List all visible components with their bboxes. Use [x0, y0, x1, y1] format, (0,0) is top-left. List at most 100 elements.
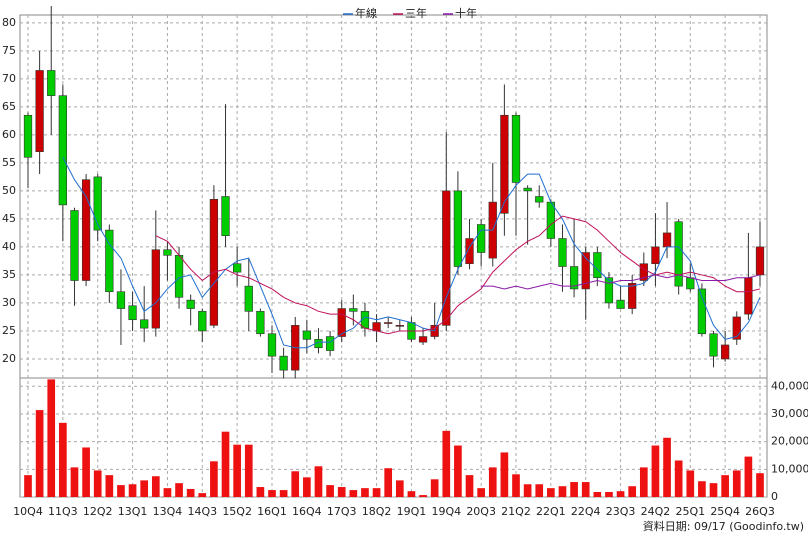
footer: 資料日期: 09/17 (Goodinfo.tw)	[643, 519, 804, 533]
x-tick-label: 25Q1	[675, 505, 705, 518]
candle-body	[58, 95, 67, 206]
x-tick-label: 15Q2	[222, 505, 252, 518]
candle-body	[140, 319, 149, 329]
x-tick-label: 22Q1	[536, 505, 566, 518]
y-tick-label: 20	[2, 352, 16, 365]
candle-body	[163, 249, 172, 256]
volume-bar	[512, 474, 520, 497]
y-tick-label: 70	[2, 72, 16, 85]
volume-bar	[756, 473, 764, 497]
volume-bar	[59, 422, 67, 497]
candle-body	[744, 277, 753, 315]
y-tick-label: 45	[2, 212, 16, 225]
candle-body	[302, 330, 311, 340]
volume-bar	[442, 430, 451, 497]
candle-body	[442, 190, 451, 326]
volume-bar	[175, 483, 183, 497]
candle-body	[535, 196, 544, 203]
volume-bar	[233, 444, 241, 497]
candle-body	[337, 308, 346, 337]
candle-body	[244, 285, 253, 312]
volume-bar	[93, 470, 102, 497]
x-tick-label: 26Q3	[745, 505, 775, 518]
volume-bar	[314, 466, 323, 497]
x-tick-label: 11Q3	[48, 505, 78, 518]
volume-bar	[430, 479, 439, 497]
candle-body	[558, 238, 567, 267]
volume-bar	[24, 475, 32, 497]
volume-tick-label: 40,000	[771, 379, 808, 392]
volume-bar	[500, 452, 509, 497]
volume-bar	[279, 490, 288, 497]
x-tick-label: 13Q4	[153, 505, 183, 518]
candle-body	[523, 187, 532, 192]
volume-bar	[593, 492, 602, 497]
volume-bar	[709, 483, 718, 497]
plot-frame	[19, 14, 768, 498]
candle-body	[35, 70, 44, 152]
volume-bar	[628, 486, 637, 497]
volume-bar	[186, 488, 195, 497]
legend-label: 年線	[355, 6, 377, 20]
volume-bar	[535, 484, 544, 497]
candle-body	[47, 70, 56, 96]
volume-bar	[151, 476, 160, 497]
volume-bar	[570, 482, 578, 497]
volume-bar	[721, 475, 729, 497]
candle-body	[209, 199, 219, 326]
candle-body	[279, 355, 288, 371]
y-tick-label: 60	[2, 128, 16, 141]
y-tick-label: 25	[2, 324, 16, 337]
x-tick-label: 16Q4	[292, 505, 322, 518]
candle-body	[349, 308, 358, 312]
y-tick-label: 40	[2, 240, 16, 253]
volume-bar	[163, 488, 172, 497]
volume-bar	[35, 410, 44, 497]
candle-body	[198, 311, 207, 332]
candle-body	[593, 252, 602, 279]
volume-bar	[256, 487, 265, 497]
y-tick-label: 35	[2, 268, 16, 281]
volume-bar	[361, 488, 369, 497]
volume-bar	[70, 467, 79, 497]
candle-body	[732, 316, 741, 340]
x-tick-label: 23Q3	[606, 505, 636, 518]
legend-label: 十年	[455, 6, 477, 20]
volume-bar	[488, 467, 497, 497]
volume-bar	[372, 488, 381, 497]
candle-body	[500, 114, 509, 214]
candle-body	[569, 266, 579, 290]
volume-bar	[558, 486, 567, 497]
candle-body	[93, 176, 102, 231]
volume-bar	[291, 471, 300, 497]
volume-bar	[547, 488, 555, 497]
candle-body	[325, 336, 335, 351]
candle-body	[372, 322, 381, 332]
volume-bar	[221, 431, 230, 497]
volume-bar	[407, 491, 416, 497]
volume-tick-label: 20,000	[771, 435, 808, 448]
candle-body	[662, 232, 672, 248]
candle-body	[721, 344, 730, 360]
volume-bar	[419, 495, 427, 497]
candle-body	[651, 246, 660, 265]
candle-body	[604, 277, 614, 304]
candle-body	[628, 283, 637, 309]
x-tick-label: 17Q3	[327, 505, 357, 518]
candle-body	[174, 255, 184, 298]
candle-body	[697, 288, 707, 335]
ma-line	[155, 215, 761, 335]
x-tick-label: 25Q4	[710, 505, 740, 518]
volume-tick-label: 10,000	[771, 462, 808, 475]
volume-bar	[326, 485, 334, 497]
candle-body	[755, 246, 765, 276]
candle-body	[511, 114, 521, 183]
x-tick-label: 18Q2	[362, 505, 392, 518]
candle-body	[384, 322, 393, 324]
candle-body	[221, 196, 230, 237]
volume-bar	[686, 470, 695, 497]
volume-bar	[663, 437, 671, 497]
candle-body	[674, 221, 683, 287]
volume-bar	[117, 485, 125, 497]
candle-body	[453, 190, 463, 267]
